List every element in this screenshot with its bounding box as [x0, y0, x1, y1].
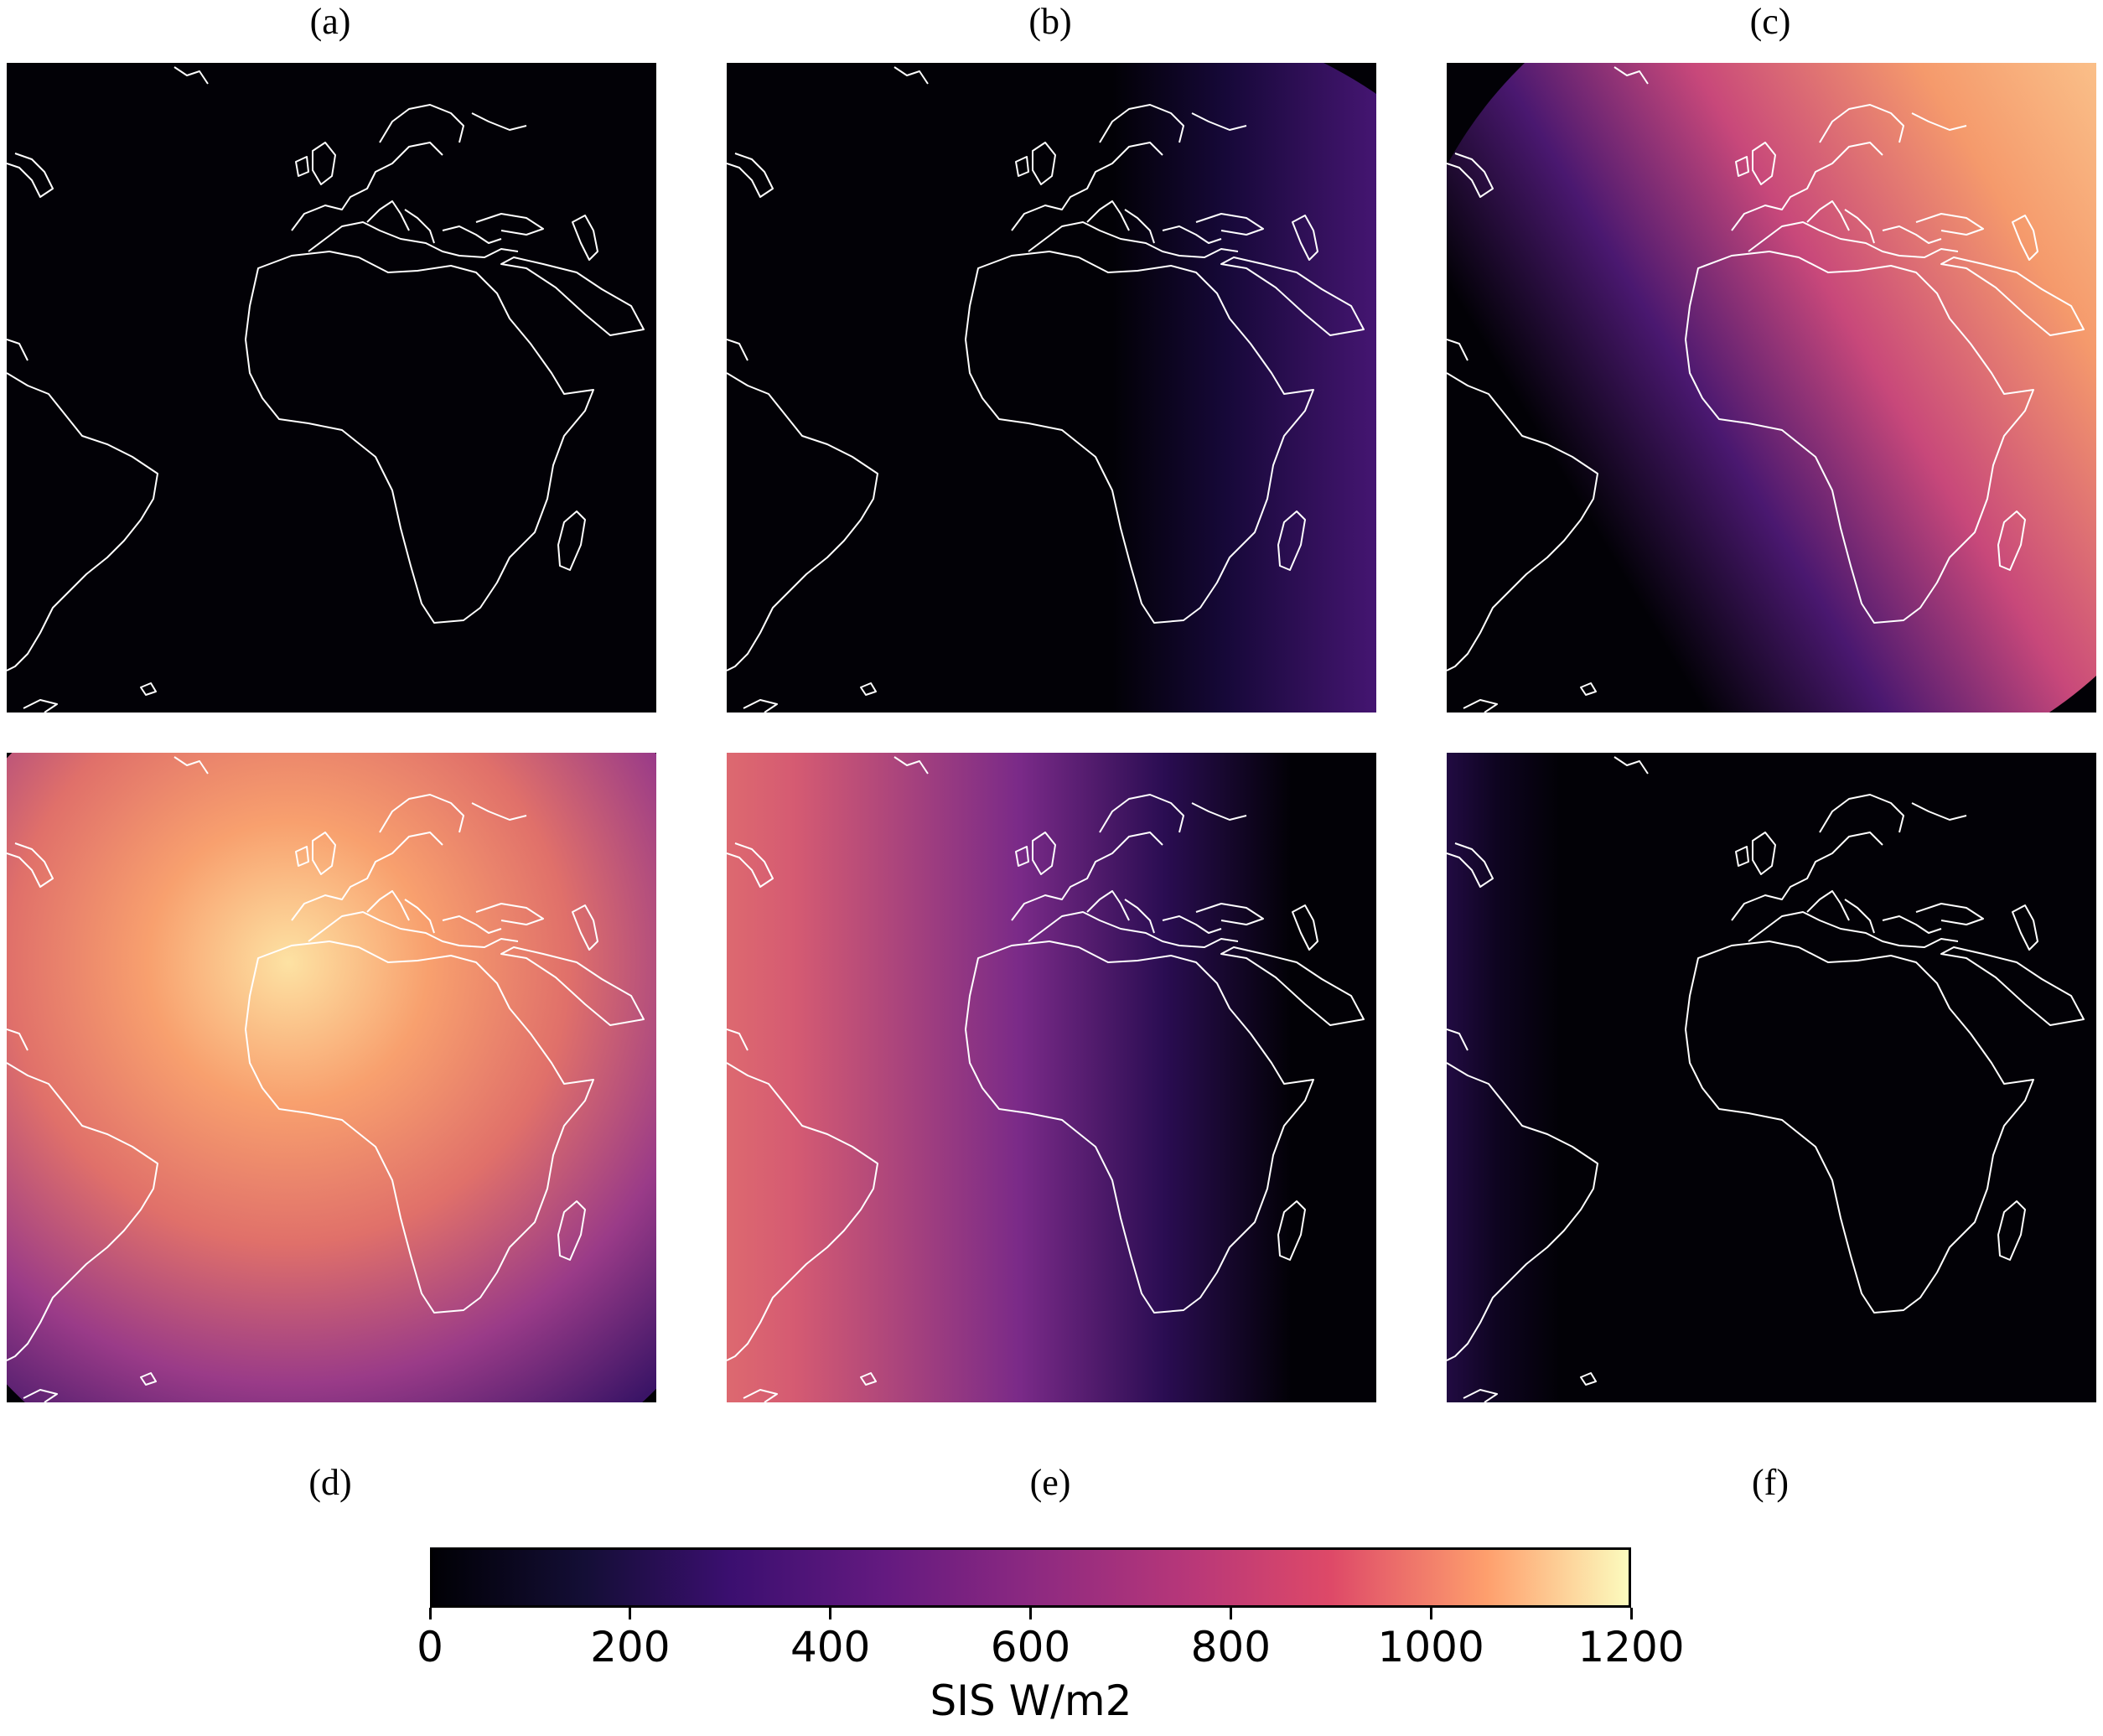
colorbar-tick-label: 1000 [1377, 1623, 1484, 1671]
panel-label-c: (c) [1749, 1, 1791, 42]
irradiance-disk-e [727, 753, 1376, 1402]
colorbar-frame [430, 1547, 1631, 1608]
colorbar-tick-label: 0 [417, 1623, 443, 1671]
map-d-svg [7, 753, 656, 1402]
colorbar-tick-label: 1200 [1577, 1623, 1685, 1671]
colorbar-tick [629, 1608, 632, 1619]
panel-label-b: (b) [1028, 1, 1072, 42]
colorbar-tick-label: 200 [590, 1623, 671, 1671]
irradiance-disk-b [727, 63, 1376, 713]
colorbar-tick [428, 1608, 432, 1619]
colorbar-gradient [430, 1547, 1631, 1608]
map-c-svg [1447, 63, 2096, 713]
colorbar-tick [1229, 1608, 1232, 1619]
colorbar-title: SIS W/m2 [930, 1676, 1132, 1725]
irradiance-disk-c [1447, 63, 2096, 713]
map-panel-f [1447, 753, 2096, 1402]
map-panel-a [7, 63, 656, 713]
panel-label-e: (e) [1029, 1462, 1071, 1503]
irradiance-disk-f [1447, 753, 2096, 1402]
map-b-svg [727, 63, 1376, 713]
panel-label-a: (a) [309, 1, 351, 42]
map-f-svg [1447, 753, 2096, 1402]
colorbar-tick-label: 600 [990, 1623, 1071, 1671]
map-panel-c [1447, 63, 2096, 713]
irradiance-disk-d [7, 753, 656, 1402]
colorbar-tick-label: 800 [1190, 1623, 1272, 1671]
map-e-svg [727, 753, 1376, 1402]
map-panel-e [727, 753, 1376, 1402]
colorbar-tick [829, 1608, 832, 1619]
colorbar-tick [1029, 1608, 1032, 1619]
colorbar-tick-label: 400 [790, 1623, 871, 1671]
map-a-svg [7, 66, 645, 713]
colorbar-tick [1629, 1608, 1633, 1619]
map-panel-b [727, 63, 1376, 713]
colorbar [430, 1547, 1631, 1608]
panel-label-f: (f) [1752, 1462, 1789, 1503]
panel-label-d: (d) [308, 1462, 352, 1503]
colorbar-tick [1429, 1608, 1432, 1619]
map-panel-d [7, 753, 656, 1402]
